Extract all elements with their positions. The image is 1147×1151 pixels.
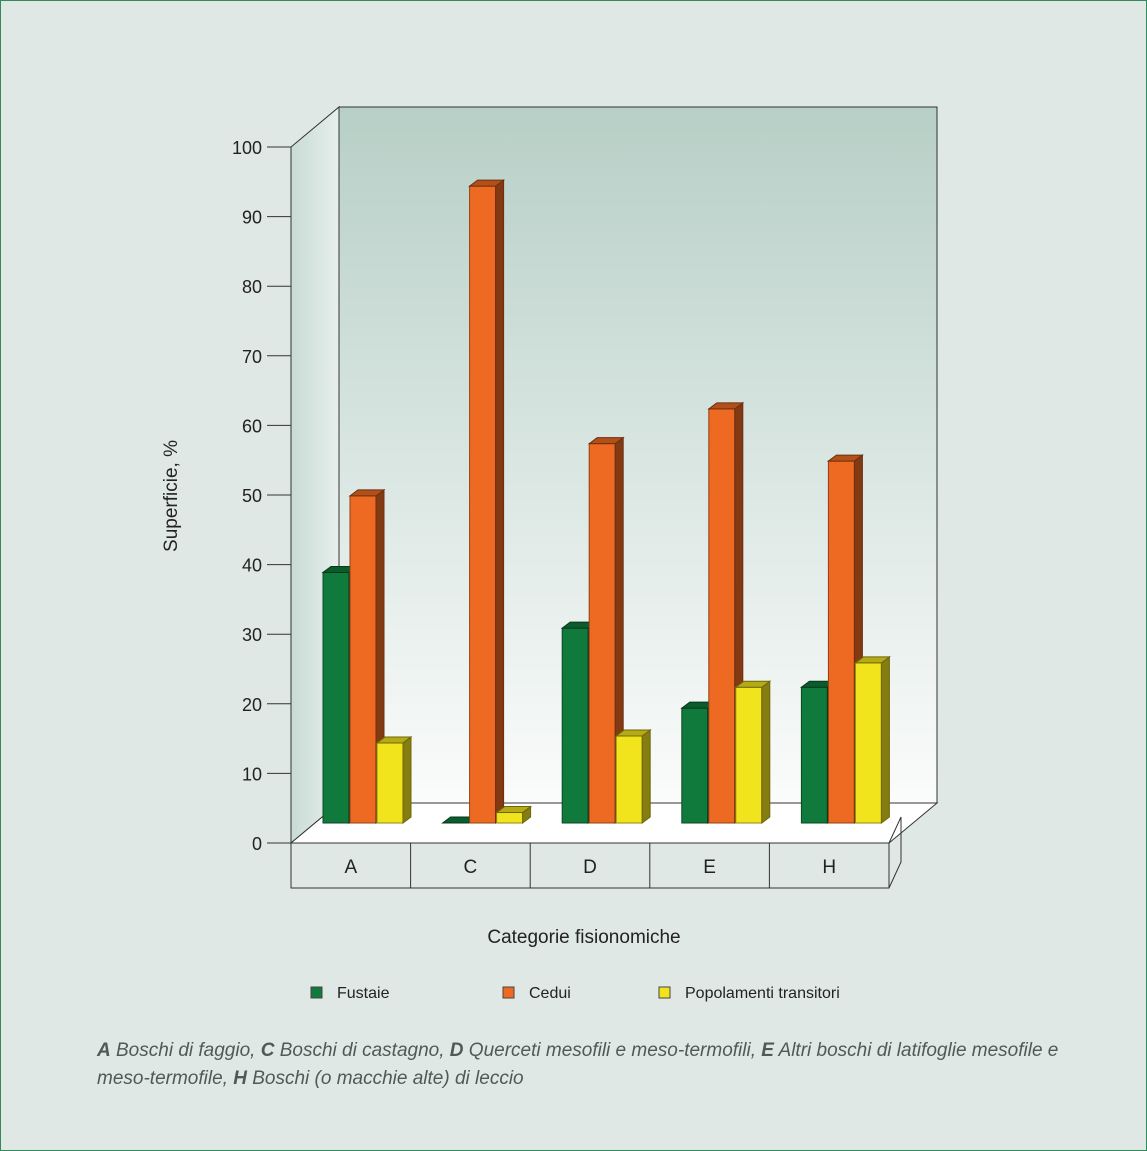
legend-label: Popolamenti transitori	[685, 985, 840, 1002]
legend-swatch	[310, 986, 323, 999]
caption-key: A	[97, 1040, 111, 1061]
x-tick-label: H	[822, 857, 836, 878]
y-tick-label: 30	[242, 625, 262, 645]
y-tick-label: 50	[242, 486, 262, 506]
x-tick-label: D	[583, 857, 597, 878]
bar-A-popolamenti-transitori	[375, 735, 413, 824]
legend-item: Fustaie	[310, 985, 390, 1002]
bars	[321, 179, 891, 824]
bar-C-cedui	[468, 179, 506, 824]
y-tick-label: 90	[242, 208, 262, 228]
bar-E-popolamenti-transitori	[734, 680, 772, 824]
legend-swatch	[502, 986, 515, 999]
x-tick-label: E	[703, 857, 716, 878]
x-tick-label: A	[344, 857, 357, 878]
y-axis-title: Superficie, %	[161, 440, 182, 552]
caption-text: Altri boschi di latifoglie mesofile e me…	[97, 1040, 1059, 1089]
legend-swatch	[658, 986, 671, 999]
bar-D-popolamenti-transitori	[614, 729, 652, 824]
x-tick-label: C	[464, 857, 478, 878]
caption-text: Boschi di faggio,	[110, 1040, 261, 1061]
y-tick-label: 0	[252, 834, 262, 854]
caption-key: C	[260, 1040, 275, 1061]
y-tick-label: 100	[232, 138, 262, 158]
x-axis-title: Categorie fisionomiche	[487, 927, 680, 948]
caption-key: D	[449, 1040, 464, 1061]
caption-key: E	[761, 1040, 774, 1061]
bar-C-popolamenti-transitori	[495, 805, 533, 824]
bar-D-cedui	[587, 436, 625, 824]
bar-chart: 0 10 20 30 40 50 60 70 80 90 100 A C D E H Superficie,…	[161, 105, 939, 1002]
y-tick-label: 80	[242, 277, 262, 297]
y-tick-label: 70	[242, 347, 262, 367]
legend: Fustaie Cedui Popolamenti transitori	[310, 985, 840, 1002]
caption-text: Querceti mesofili e meso-termofili,	[463, 1040, 762, 1061]
caption-text: Boschi (o macchie alte) di leccio	[246, 1068, 524, 1089]
bar-A-cedui	[348, 488, 386, 824]
legend-label: Cedui	[529, 985, 571, 1002]
caption-key: H	[233, 1068, 247, 1089]
legend-item: Popolamenti transitori	[658, 985, 840, 1002]
y-tick-label: 10	[242, 764, 262, 784]
figure-caption: A Boschi di faggio, C Boschi di castagno…	[97, 1037, 1097, 1093]
legend-item: Cedui	[502, 985, 571, 1002]
y-tick-label: 20	[242, 695, 262, 715]
legend-label: Fustaie	[337, 985, 390, 1002]
bar-H-popolamenti-transitori	[853, 655, 891, 824]
caption-text: Boschi di castagno,	[274, 1040, 450, 1061]
y-tick-label: 40	[242, 556, 262, 576]
y-axis: 0 10 20 30 40 50 60 70 80 90 100	[232, 138, 292, 854]
y-tick-label: 60	[242, 416, 262, 436]
